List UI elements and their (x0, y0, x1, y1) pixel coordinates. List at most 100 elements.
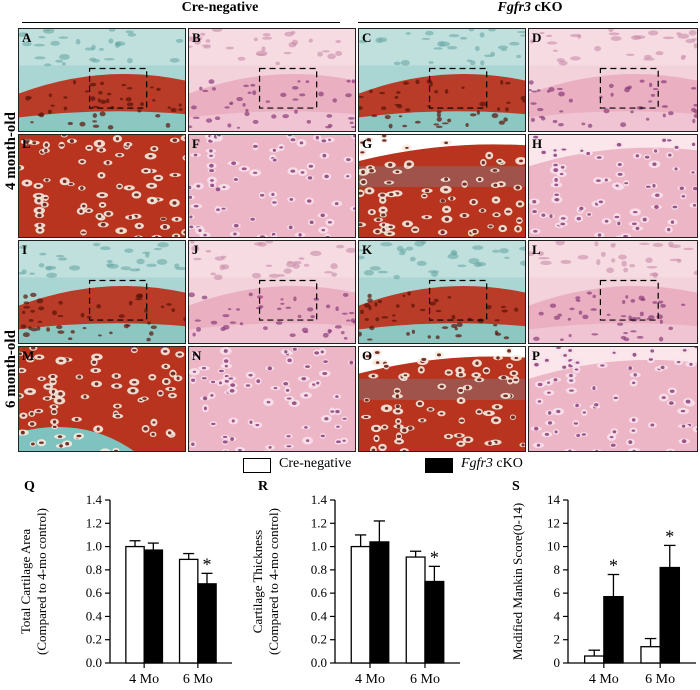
bar-cre-negative (125, 545, 145, 664)
bar-fgfr3-cko (603, 595, 624, 664)
gene-name: Fgfr3 (497, 0, 531, 15)
y-tick-label: 2 (554, 632, 561, 647)
panel-label: M (22, 348, 35, 363)
y-tick-label: 0.0 (86, 655, 102, 670)
legend: Cre-negative Fgfr3 cKO (243, 455, 700, 475)
histology-panel-e: E (18, 134, 186, 238)
bar-cre-negative (350, 545, 371, 664)
histology-panel-b: B (188, 28, 356, 132)
bar-cre-negative (640, 646, 661, 664)
bar-fgfr3-cko (659, 566, 681, 664)
x-tick-label: 6 Mo (183, 672, 213, 687)
y-tick-label: 0.2 (311, 632, 327, 647)
panel-label: F (192, 136, 200, 151)
panel-label: E (22, 136, 31, 151)
x-tick-label: 4 Mo (589, 672, 619, 687)
legend-swatch-fgfr3-cko (425, 458, 453, 473)
y-axis-label-line2: (Compared to 4-mo control) (266, 508, 281, 655)
panel-label: I (22, 242, 28, 257)
y-tick-label: 8 (554, 562, 561, 577)
panel-label: D (532, 30, 542, 45)
panel-image (189, 241, 355, 343)
bar-fgfr3-cko (369, 541, 390, 664)
histology-panel-n: N (188, 346, 356, 452)
bar-cre-negative (583, 655, 605, 664)
group-underline-fgfr3-cko (358, 22, 698, 23)
panel-image (19, 347, 185, 451)
panel-label: H (532, 136, 543, 151)
histology-panel-k: K (358, 240, 526, 344)
histology-panel-i: I (18, 240, 186, 344)
y-axis-label: Total Cartilage Area (18, 529, 33, 634)
panel-image (529, 135, 697, 237)
histology-panel-c: C (358, 28, 526, 132)
y-tick-label: 0.2 (86, 632, 102, 647)
chart-letter-r: R (258, 479, 269, 494)
histology-panel-o: O (358, 346, 526, 452)
bar-cre-negative (405, 556, 426, 664)
y-tick-label: 0.6 (86, 585, 103, 600)
y-tick-label: 0 (554, 655, 561, 670)
y-tick-label: 1.4 (86, 492, 103, 507)
x-tick-label: 4 Mo (355, 672, 385, 687)
histology-panel-j: J (188, 240, 356, 344)
significance-marker: * (665, 526, 674, 546)
y-tick-label: 0.4 (311, 608, 328, 623)
panel-image (529, 347, 697, 451)
y-tick-label: 4 (554, 608, 561, 623)
y-tick-label: 1.2 (86, 515, 102, 530)
panel-image (189, 135, 355, 237)
panel-label: B (192, 30, 201, 45)
y-tick-label: 1.0 (86, 539, 102, 554)
y-tick-label: 1.2 (311, 515, 327, 530)
panel-image (359, 135, 525, 237)
significance-marker: * (609, 556, 618, 576)
histology-panel-d: D (528, 28, 698, 132)
y-axis-label-line2: (Compared to 4-mo control) (34, 508, 49, 655)
panel-image (19, 29, 185, 131)
legend-swatch-cre-negative (243, 458, 271, 473)
x-tick-label: 4 Mo (129, 672, 159, 687)
bar-fgfr3-cko (143, 549, 164, 664)
group-title-cre-negative: Cre-negative (181, 0, 259, 15)
panel-label: O (362, 348, 373, 363)
panel-image (529, 241, 697, 343)
y-tick-label: 0.0 (311, 655, 327, 670)
panel-label: C (362, 30, 372, 45)
chart-letter-q: Q (24, 479, 35, 494)
histology-panel-a: A (18, 28, 186, 132)
y-tick-label: 14 (547, 492, 561, 507)
group-title-fgfr3-cko: Fgfr3 cKO (497, 0, 563, 15)
panel-label: P (532, 348, 540, 363)
histology-panel-h: H (528, 134, 698, 238)
panel-label: L (532, 242, 541, 257)
histology-panel-l: L (528, 240, 698, 344)
x-tick-label: 6 Mo (410, 672, 440, 687)
panel-image (359, 241, 525, 343)
bar-fgfr3-cko (197, 583, 217, 664)
y-axis-label: Cartilage Thickness (250, 530, 265, 633)
histology-panel-p: P (528, 346, 698, 452)
panel-label: K (362, 242, 373, 257)
y-tick-label: 0.8 (311, 562, 327, 577)
histology-panel-f: F (188, 134, 356, 238)
y-tick-label: 10 (547, 539, 560, 554)
panel-image (189, 347, 355, 451)
legend-label-cre-negative: Cre-negative (279, 456, 352, 471)
panel-image (359, 347, 525, 451)
histology-panel-m: M (18, 346, 186, 452)
bar-cre-negative (178, 558, 199, 664)
y-tick-label: 1.4 (311, 492, 328, 507)
chart-letter-s: S (512, 479, 520, 494)
panel-image (359, 29, 525, 131)
panel-label: N (192, 348, 202, 363)
panel-image (19, 241, 185, 343)
y-tick-label: 0.4 (86, 608, 103, 623)
histology-panel-g: G (358, 134, 526, 238)
significance-marker: * (202, 554, 211, 574)
significance-marker: * (430, 547, 439, 567)
panel-image (19, 135, 185, 237)
y-tick-label: 12 (547, 515, 560, 530)
panel-image (189, 29, 355, 131)
